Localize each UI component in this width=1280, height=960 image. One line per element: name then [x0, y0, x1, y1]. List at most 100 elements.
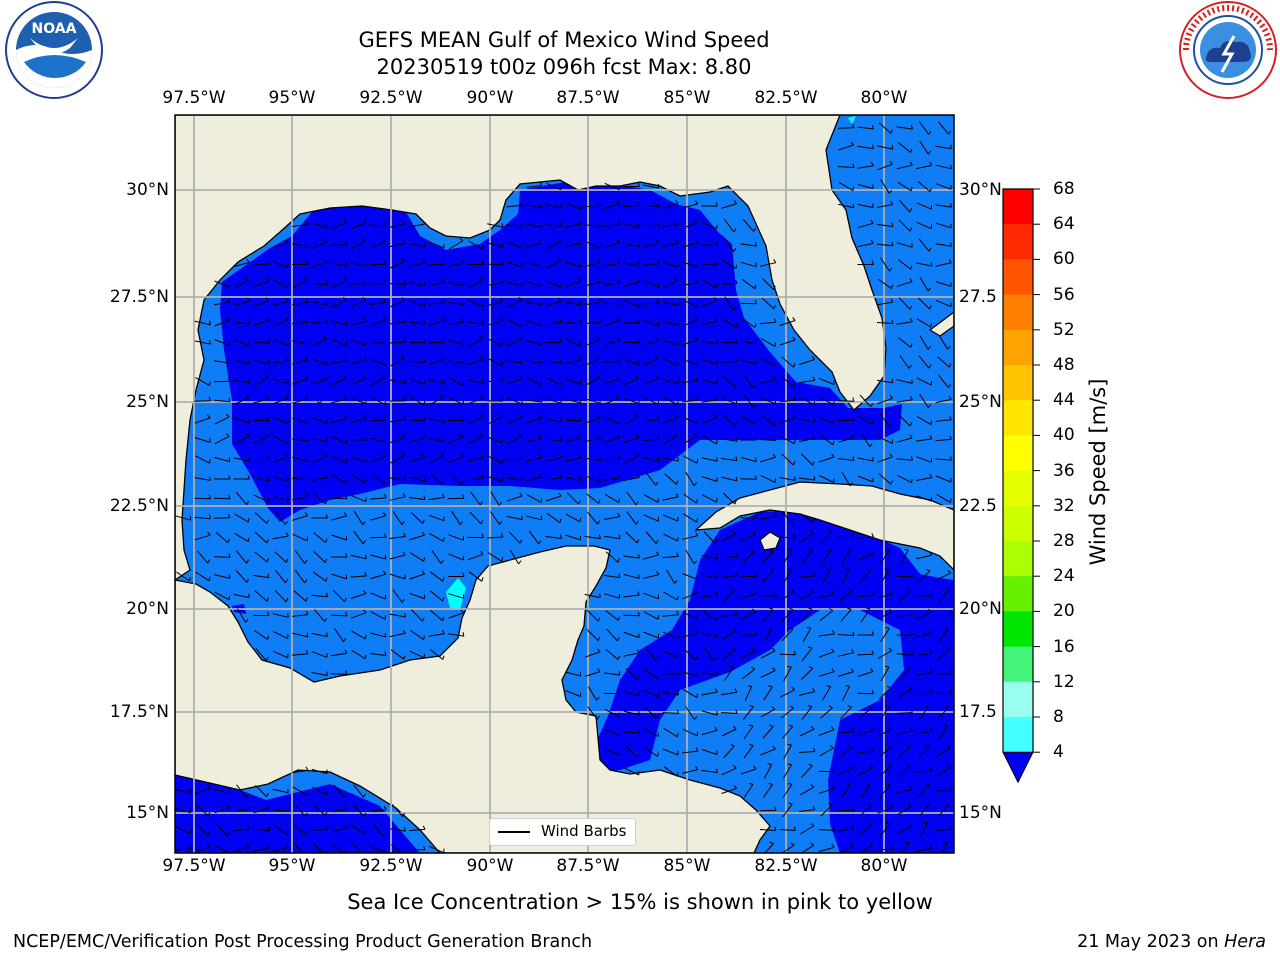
wind-barb	[311, 592, 328, 598]
wind-barb	[916, 435, 933, 442]
wind-barb	[623, 473, 640, 481]
wind-barb	[916, 202, 932, 210]
wind-barb	[643, 728, 660, 737]
wind-barb	[877, 145, 894, 150]
wind-barb	[682, 532, 699, 540]
wind-barb	[897, 259, 913, 270]
wind-barb	[448, 259, 465, 267]
wind-barb	[506, 515, 523, 521]
wind-barb	[330, 494, 348, 500]
wind-barb	[234, 394, 250, 405]
wind-barb	[701, 710, 718, 716]
wind-barb	[214, 339, 230, 346]
wind-barb	[818, 416, 835, 425]
wind-barb	[857, 650, 874, 656]
wind-barb	[818, 648, 835, 658]
wind-barb	[781, 627, 794, 642]
wind-barb	[740, 572, 757, 578]
wind-barb	[662, 301, 679, 306]
wind-barb	[643, 355, 659, 366]
wind-barb	[935, 415, 952, 422]
wind-barb	[274, 589, 289, 603]
wind-barb	[311, 826, 328, 831]
wind-barb	[741, 416, 757, 425]
wind-barb	[236, 550, 250, 564]
colorbar-segment	[1003, 611, 1033, 648]
land-bahamas	[928, 311, 954, 337]
wind-barb	[917, 181, 932, 192]
lon-tick-bottom: 80°W	[860, 856, 908, 876]
wind-barb	[196, 804, 211, 817]
wind-barb	[490, 491, 502, 506]
wind-barb	[564, 319, 582, 325]
wind-barb	[858, 842, 873, 853]
wind-barb	[311, 632, 328, 638]
wind-barb	[409, 453, 426, 463]
wind-barb	[447, 416, 465, 422]
wind-barb	[721, 476, 738, 482]
wind-barb	[370, 316, 386, 327]
wind-barb	[526, 262, 543, 267]
wind-barb	[663, 591, 679, 601]
wind-barb	[565, 356, 582, 365]
wind-barb	[507, 296, 523, 308]
wind-barb	[311, 514, 328, 519]
wind-barb	[741, 666, 756, 680]
wind-barb	[857, 668, 874, 677]
wind-barb	[353, 530, 366, 545]
wind-barb	[780, 588, 795, 602]
wind-barb	[252, 611, 270, 617]
wind-barb	[292, 260, 309, 265]
wind-barb	[896, 278, 913, 287]
colorbar	[1002, 188, 1040, 784]
wind-barb	[584, 336, 601, 347]
wind-barb	[682, 611, 698, 620]
colorbar-segment	[1003, 294, 1033, 331]
wind-barb	[857, 203, 874, 209]
wind-barb	[682, 573, 698, 580]
wind-barb	[526, 319, 542, 327]
wind-barb	[760, 474, 777, 484]
wind-barb	[603, 358, 621, 363]
wind-barb	[331, 296, 347, 308]
wind-barb	[214, 804, 231, 814]
wind-barb	[643, 689, 659, 698]
wind-barb	[546, 377, 562, 386]
wind-barb	[740, 359, 757, 365]
wind-barb	[643, 551, 660, 560]
wind-barb	[624, 452, 639, 464]
wind-barb	[311, 417, 328, 424]
colorbar-segment	[1003, 259, 1033, 296]
wind-barb	[799, 784, 815, 796]
wind-barb	[818, 826, 835, 831]
wind-barb	[506, 261, 523, 268]
wind-barb	[565, 240, 582, 247]
colorbar-segment	[1003, 435, 1033, 472]
wind-barb	[252, 260, 270, 266]
wind-barb	[565, 476, 582, 481]
wind-barb	[723, 588, 735, 603]
land-north-america	[175, 115, 887, 581]
lat-tick-right: 20°N	[959, 599, 1002, 619]
wind-barb	[214, 298, 231, 306]
wind-barb	[623, 262, 640, 267]
wind-barb	[487, 317, 504, 326]
wind-barb	[898, 219, 913, 232]
nws-logo	[1179, 1, 1277, 99]
wind-barb	[782, 548, 793, 565]
colorbar-segment	[1003, 224, 1033, 260]
wind-barb	[701, 688, 718, 696]
wind-barb	[916, 727, 933, 735]
wind-barb	[254, 590, 269, 602]
wind-barb	[486, 377, 504, 383]
wind-barb	[486, 397, 504, 402]
wind-barb	[857, 533, 874, 539]
wind-barb	[877, 804, 893, 814]
wind-barb	[800, 666, 814, 680]
wind-barb	[586, 629, 601, 641]
wind-barb	[409, 495, 426, 500]
wind-barb	[389, 434, 406, 444]
wind-barb	[799, 356, 815, 365]
wind-barb	[565, 202, 581, 210]
wind-barb	[409, 220, 426, 228]
